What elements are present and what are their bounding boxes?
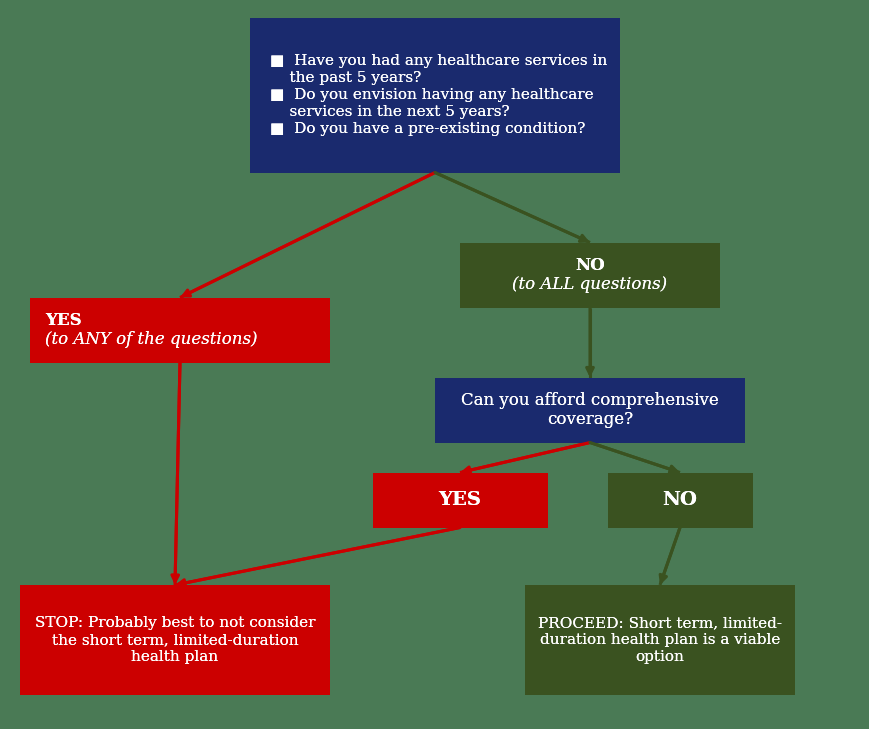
Text: NO: NO [574, 257, 604, 274]
Text: (to ALL questions): (to ALL questions) [512, 276, 667, 293]
FancyBboxPatch shape [30, 297, 329, 362]
FancyBboxPatch shape [372, 472, 547, 528]
Text: STOP: Probably best to not consider: STOP: Probably best to not consider [35, 616, 315, 630]
FancyBboxPatch shape [30, 297, 329, 362]
Text: ■  Do you envision having any healthcare: ■ Do you envision having any healthcare [269, 88, 593, 102]
Text: ■  Do you envision having any healthcare: ■ Do you envision having any healthcare [269, 88, 593, 102]
Text: the short term, limited-duration: the short term, limited-duration [51, 633, 298, 647]
Text: the past 5 years?: the past 5 years? [269, 71, 421, 85]
Text: duration health plan is a viable: duration health plan is a viable [539, 633, 779, 647]
Text: PROCEED: Short term, limited-: PROCEED: Short term, limited- [537, 616, 781, 630]
Text: STOP: Probably best to not consider: STOP: Probably best to not consider [35, 616, 315, 630]
Text: YES: YES [438, 491, 481, 509]
Text: services in the next 5 years?: services in the next 5 years? [269, 105, 509, 119]
FancyBboxPatch shape [372, 472, 547, 528]
FancyBboxPatch shape [20, 585, 329, 695]
FancyBboxPatch shape [607, 472, 752, 528]
Text: coverage?: coverage? [547, 411, 633, 428]
Text: PROCEED: Short term, limited-: PROCEED: Short term, limited- [537, 616, 781, 630]
Text: NO: NO [661, 491, 697, 509]
Text: (to ANY of the questions): (to ANY of the questions) [45, 331, 257, 348]
Text: YES: YES [45, 312, 82, 330]
Text: (to ANY of the questions): (to ANY of the questions) [45, 331, 257, 348]
Text: Can you afford comprehensive: Can you afford comprehensive [461, 392, 718, 409]
FancyBboxPatch shape [249, 17, 620, 173]
FancyBboxPatch shape [434, 378, 744, 443]
Text: coverage?: coverage? [547, 411, 633, 428]
Text: ■  Do you have a pre-existing condition?: ■ Do you have a pre-existing condition? [269, 122, 585, 136]
FancyBboxPatch shape [249, 17, 620, 173]
Text: Can you afford comprehensive: Can you afford comprehensive [461, 392, 718, 409]
FancyBboxPatch shape [20, 585, 329, 695]
FancyBboxPatch shape [524, 585, 794, 695]
Text: ■  Have you had any healthcare services in: ■ Have you had any healthcare services i… [269, 54, 607, 68]
Text: health plan: health plan [131, 650, 218, 664]
Text: services in the next 5 years?: services in the next 5 years? [269, 105, 509, 119]
Text: (to ALL questions): (to ALL questions) [512, 276, 667, 293]
Text: duration health plan is a viable: duration health plan is a viable [539, 633, 779, 647]
Text: ■  Have you had any healthcare services in: ■ Have you had any healthcare services i… [269, 54, 607, 68]
FancyBboxPatch shape [524, 585, 794, 695]
Text: option: option [635, 650, 684, 664]
Text: NO: NO [661, 491, 697, 509]
Text: the short term, limited-duration: the short term, limited-duration [51, 633, 298, 647]
FancyBboxPatch shape [434, 378, 744, 443]
Text: health plan: health plan [131, 650, 218, 664]
Text: ■  Do you have a pre-existing condition?: ■ Do you have a pre-existing condition? [269, 122, 585, 136]
FancyBboxPatch shape [460, 243, 720, 308]
FancyBboxPatch shape [460, 243, 720, 308]
Text: YES: YES [45, 312, 82, 330]
FancyBboxPatch shape [607, 472, 752, 528]
Text: option: option [635, 650, 684, 664]
Text: YES: YES [438, 491, 481, 509]
Text: the past 5 years?: the past 5 years? [269, 71, 421, 85]
Text: NO: NO [574, 257, 604, 274]
